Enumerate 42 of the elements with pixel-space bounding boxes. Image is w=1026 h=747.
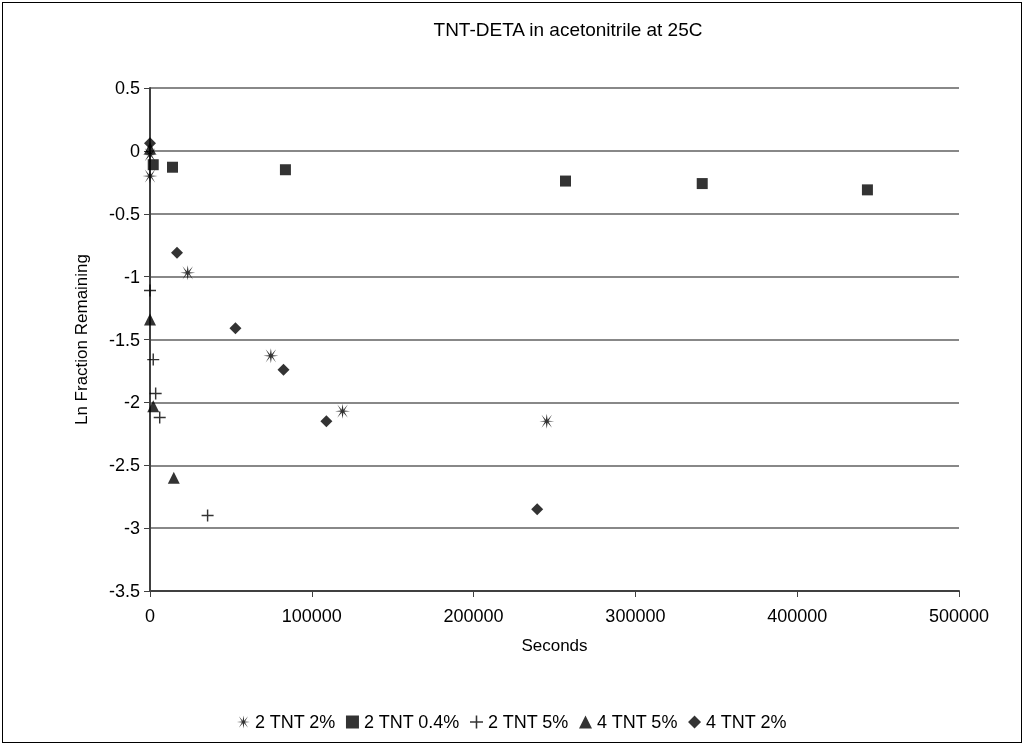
point — [861, 184, 873, 196]
point — [539, 413, 555, 429]
legend-label: 4 TNT 5% — [597, 712, 678, 732]
point — [320, 415, 333, 428]
y-tick-label: -0.5 — [108, 203, 140, 224]
y-tick-label: -2.5 — [108, 455, 140, 476]
y-axis-title: Ln Fraction Remaining — [72, 253, 91, 426]
point — [263, 348, 279, 364]
legend-label: 2 TNT 2% — [254, 712, 336, 732]
point — [147, 400, 160, 413]
legend-label: 2 TNT 5% — [488, 712, 569, 732]
y-tick-label: 0 — [129, 140, 140, 161]
x-tick-label: 500000 — [928, 606, 990, 626]
point — [229, 322, 242, 335]
point — [560, 175, 571, 187]
y-tick-label: -2 — [123, 392, 140, 413]
x-tick-label: 300000 — [605, 606, 666, 626]
point — [171, 246, 184, 259]
point — [144, 137, 156, 150]
y-tick-label: 0.5 — [114, 78, 140, 98]
point — [279, 164, 291, 176]
y-tick-label: -1 — [123, 266, 140, 287]
point — [696, 178, 708, 190]
point — [167, 471, 180, 484]
point — [144, 313, 156, 326]
y-tick-label: -1.5 — [108, 329, 140, 350]
point — [144, 284, 156, 297]
point — [531, 503, 544, 516]
y-tick-label: -3 — [123, 518, 140, 539]
point — [277, 363, 290, 376]
x-axis-title: Seconds — [521, 636, 588, 655]
point — [166, 161, 178, 173]
y-tick-label: -3.5 — [108, 581, 140, 601]
x-tick-label: 100000 — [281, 606, 342, 626]
x-tick-label: 200000 — [443, 606, 504, 626]
legend-label: 2 TNT 0.4% — [363, 712, 460, 732]
point — [147, 159, 159, 171]
x-tick-label: 0 — [144, 606, 156, 626]
chart-title: TNT-DETA in acetonitrile at 25C — [433, 19, 703, 40]
x-tick-label: 400000 — [767, 606, 828, 626]
point — [142, 168, 158, 184]
legend-label: 4 TNT 2% — [706, 712, 787, 732]
